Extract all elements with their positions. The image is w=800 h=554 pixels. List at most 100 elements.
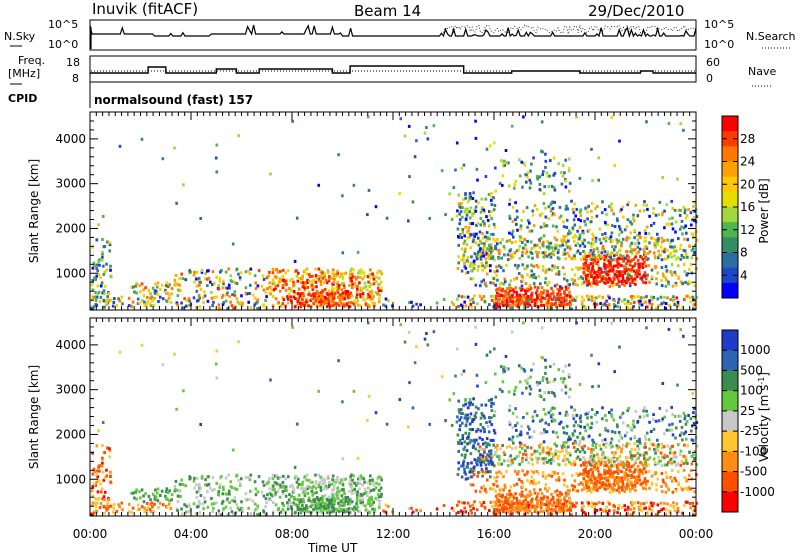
velocity-echo-cell bbox=[685, 420, 689, 424]
velocity-echo-cell bbox=[635, 475, 639, 479]
velocity-echo-cell bbox=[533, 510, 537, 513]
velocity-echo-cell bbox=[498, 458, 501, 461]
power-echo-cell bbox=[183, 297, 186, 301]
power-echo-cell bbox=[398, 192, 402, 196]
power-echo-cell bbox=[565, 204, 568, 208]
power-echo-cell bbox=[554, 243, 557, 247]
velocity-echo-cell bbox=[542, 450, 545, 454]
power-echo-cell bbox=[347, 301, 351, 305]
power-echo-cell bbox=[332, 280, 336, 284]
power-echo-cell bbox=[515, 209, 519, 213]
power-echo-cell bbox=[479, 254, 483, 258]
power-echo-cell bbox=[610, 206, 613, 210]
power-echo-cell bbox=[567, 286, 570, 290]
velocity-echo-cell bbox=[478, 445, 482, 449]
power-echo-cell bbox=[557, 297, 561, 301]
power-echo-cell bbox=[132, 285, 135, 289]
power-echo-cell bbox=[161, 157, 165, 161]
power-echo-cell bbox=[387, 299, 390, 303]
power-echo-cell bbox=[587, 295, 590, 299]
power-echo-cell bbox=[541, 265, 545, 269]
power-echo-cell bbox=[341, 291, 345, 295]
velocity-echo-cell bbox=[312, 508, 316, 512]
velocity-echo-cell bbox=[544, 421, 548, 425]
power-echo-cell bbox=[235, 282, 239, 285]
power-echo-cell bbox=[351, 286, 354, 290]
velocity-echo-cell bbox=[590, 504, 594, 508]
velocity-echo-cell bbox=[582, 473, 586, 477]
velocity-echo-cell bbox=[317, 485, 321, 489]
velocity-echo-cell bbox=[563, 483, 566, 487]
velocity-echo-cell bbox=[551, 470, 554, 474]
power-echo-cell bbox=[322, 302, 326, 306]
power-echo-cell bbox=[467, 229, 470, 233]
power-echo-cell bbox=[546, 254, 549, 258]
velocity-echo-cell bbox=[527, 506, 530, 510]
power-echo-cell bbox=[408, 301, 411, 305]
velocity-echo-cell bbox=[611, 451, 614, 455]
power-echo-cell bbox=[521, 185, 524, 189]
power-echo-cell bbox=[600, 279, 604, 283]
power-echo-cell bbox=[659, 295, 663, 299]
velocity-echo-cell bbox=[648, 456, 652, 460]
power-echo-cell bbox=[536, 294, 539, 298]
velocity-echo-cell bbox=[463, 501, 466, 505]
power-echo-cell bbox=[508, 295, 512, 299]
velocity-echo-cell bbox=[625, 442, 629, 446]
power-echo-cell bbox=[526, 302, 529, 306]
velocity-echo-cell bbox=[508, 445, 511, 448]
velocity-echo-cell bbox=[567, 460, 571, 464]
velocity-echo-cell bbox=[492, 483, 496, 487]
velocity-echo-cell bbox=[618, 490, 621, 494]
velocity-echo-cell bbox=[677, 470, 680, 474]
power-echo-cell bbox=[311, 287, 315, 291]
velocity-echo-cell bbox=[575, 457, 579, 461]
power-echo-cell bbox=[561, 266, 565, 270]
power-echo-cell bbox=[464, 266, 468, 270]
power-echo-cell bbox=[113, 297, 116, 301]
velocity-echo-cell bbox=[204, 483, 207, 487]
velocity-echo-cell bbox=[579, 458, 582, 462]
power-echo-cell bbox=[642, 203, 645, 207]
velocity-echo-cell bbox=[677, 414, 681, 418]
power-echo-cell bbox=[521, 279, 525, 283]
velocity-echo-cell bbox=[592, 454, 596, 458]
power-echo-cell bbox=[587, 266, 590, 270]
velocity-echo-cell bbox=[466, 406, 470, 410]
velocity-echo-cell bbox=[608, 502, 611, 506]
power-echo-cell bbox=[118, 299, 121, 303]
velocity-echo-cell bbox=[299, 509, 303, 513]
power-echo-cell bbox=[545, 245, 549, 249]
velocity-echo-cell bbox=[286, 501, 289, 505]
velocity-echo-cell bbox=[305, 478, 308, 482]
power-echo-cell bbox=[579, 257, 583, 261]
power-echo-cell bbox=[344, 271, 348, 275]
velocity-echo-cell bbox=[569, 453, 572, 457]
power-echo-cell bbox=[498, 282, 502, 286]
power-echo-cell bbox=[461, 231, 465, 234]
velocity-echo-cell bbox=[473, 469, 476, 473]
power-echo-cell bbox=[659, 253, 662, 257]
velocity-echo-cell bbox=[590, 408, 594, 412]
velocity-echo-cell bbox=[526, 470, 529, 474]
power-echo-cell bbox=[606, 273, 609, 277]
power-echo-cell bbox=[606, 223, 610, 227]
velocity-echo-cell bbox=[507, 464, 510, 468]
velocity-echo-cell bbox=[629, 450, 632, 454]
power-echo-cell bbox=[472, 232, 476, 236]
power-echo-cell bbox=[281, 302, 285, 306]
power-echo-cell bbox=[515, 222, 518, 226]
power-echo-cell bbox=[681, 305, 684, 309]
velocity-echo-cell bbox=[305, 504, 308, 508]
velocity-echo-cell bbox=[589, 454, 593, 458]
power-echo-cell bbox=[202, 301, 205, 305]
power-echo-cell bbox=[290, 288, 293, 292]
power-echo-cell bbox=[557, 272, 561, 276]
velocity-echo-cell bbox=[221, 499, 225, 503]
power-echo-cell bbox=[635, 269, 639, 273]
velocity-echo-cell bbox=[524, 498, 528, 502]
velocity-echo-cell bbox=[565, 449, 568, 453]
power-echo-cell bbox=[538, 239, 541, 243]
power-echo-cell bbox=[481, 268, 484, 272]
velocity-echo-cell bbox=[511, 461, 515, 465]
